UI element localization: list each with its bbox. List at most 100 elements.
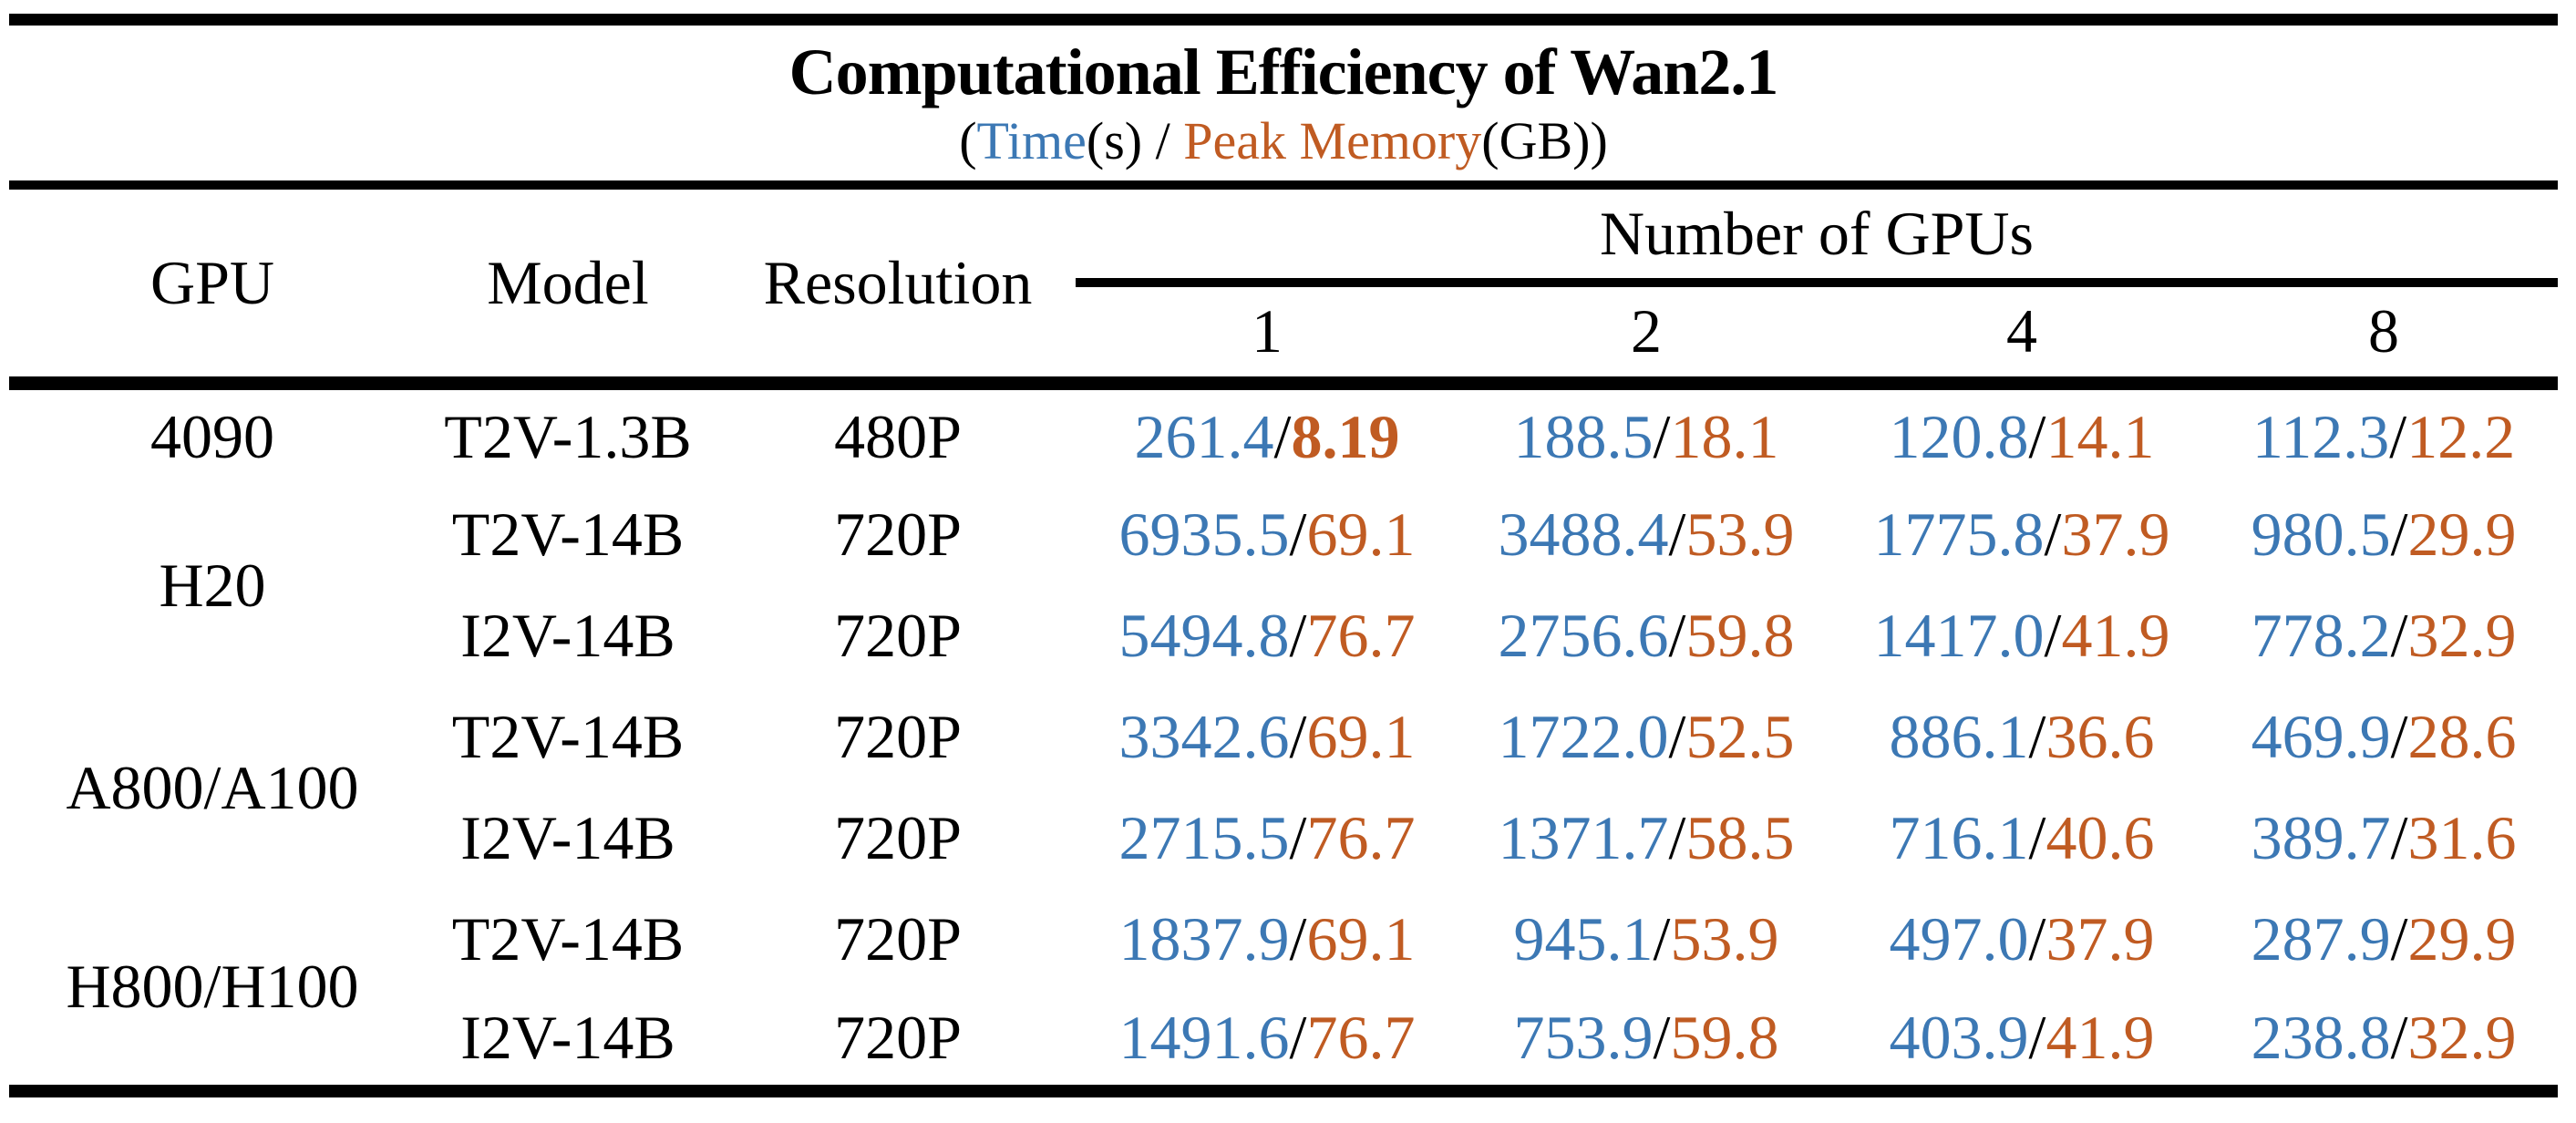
header-model: Model — [416, 190, 720, 390]
time-value: 716.1 — [1889, 803, 2029, 873]
header-number-of-gpus-group: Number of GPUs — [1076, 190, 2559, 288]
value-cell: 1837.9/69.1 — [1076, 889, 1458, 990]
time-value: 1371.7 — [1498, 803, 1669, 873]
table-row: I2V-14B 720P 1491.6/76.7 753.9/59.8 403.9/41… — [9, 990, 2558, 1091]
memory-value: 76.7 — [1306, 1002, 1416, 1072]
value-separator: / — [2390, 803, 2408, 873]
value-separator: / — [1653, 904, 1671, 974]
value-cell: 2715.5/76.7 — [1076, 788, 1458, 889]
memory-value: 41.9 — [2061, 601, 2170, 671]
memory-value: 69.1 — [1306, 500, 1416, 570]
time-value: 5494.8 — [1118, 601, 1290, 671]
memory-value: 37.9 — [2045, 904, 2155, 974]
value-cell: 238.8/32.9 — [2210, 990, 2558, 1091]
value-separator: / — [2390, 904, 2408, 974]
value-cell: 3342.6/69.1 — [1076, 686, 1458, 788]
time-value: 261.4 — [1134, 401, 1274, 471]
page-title: Computational Efficiency of Wan2.1 — [788, 36, 1779, 108]
time-value: 2756.6 — [1498, 601, 1669, 671]
value-separator: / — [2390, 702, 2408, 772]
model-cell: I2V-14B — [460, 601, 675, 671]
memory-value: 53.9 — [1685, 500, 1795, 570]
memory-value: 59.8 — [1685, 601, 1795, 671]
time-label: Time — [976, 110, 1087, 170]
memory-value: 76.7 — [1306, 601, 1416, 671]
value-cell: 753.9/59.8 — [1458, 990, 1834, 1091]
value-cell: 469.9/28.6 — [2210, 686, 2558, 788]
value-separator: / — [1289, 904, 1307, 974]
value-separator: / — [2028, 401, 2046, 471]
memory-value: 69.1 — [1306, 702, 1416, 772]
time-value: 287.9 — [2251, 904, 2391, 974]
time-value: 238.8 — [2251, 1002, 2391, 1072]
memory-value: 12.2 — [2406, 401, 2516, 471]
value-separator: / — [2390, 601, 2408, 671]
table-row: I2V-14B 720P 5494.8/76.7 2756.6/59.8 1417.0/… — [9, 585, 2558, 686]
value-separator: / — [2389, 401, 2407, 471]
model-cell: I2V-14B — [460, 803, 675, 873]
resolution-cell: 480P — [834, 401, 962, 471]
gpu-cell: H20 — [159, 550, 266, 620]
value-cell: 5494.8/76.7 — [1076, 585, 1458, 686]
mid-rule — [9, 180, 2558, 191]
value-separator: / — [1289, 1002, 1307, 1072]
gpu-cell: 4090 — [150, 401, 274, 471]
time-value: 3488.4 — [1498, 500, 1669, 570]
value-cell: 497.0/37.9 — [1834, 889, 2210, 990]
model-cell: T2V-14B — [451, 702, 685, 772]
value-separator: / — [2028, 904, 2046, 974]
value-cell: 3488.4/53.9 — [1458, 484, 1834, 585]
time-value: 778.2 — [2251, 601, 2391, 671]
memory-value: 76.7 — [1306, 803, 1416, 873]
gpu-cell: A800/A100 — [66, 752, 359, 822]
memory-value: 14.1 — [2045, 401, 2155, 471]
value-separator: / — [2028, 803, 2046, 873]
time-value: 6935.5 — [1118, 500, 1290, 570]
value-cell: 112.3/12.2 — [2210, 383, 2558, 484]
memory-value: 59.8 — [1670, 1002, 1779, 1072]
time-value: 389.7 — [2251, 803, 2391, 873]
value-separator: / — [2390, 500, 2408, 570]
resolution-cell: 720P — [834, 803, 962, 873]
memory-value: 40.6 — [2045, 803, 2155, 873]
time-value: 1722.0 — [1498, 702, 1669, 772]
value-cell: 120.8/14.1 — [1834, 383, 2210, 484]
memory-value: 31.6 — [2407, 803, 2517, 873]
time-value: 188.5 — [1513, 401, 1654, 471]
value-separator: / — [1668, 702, 1686, 772]
model-cell: I2V-14B — [460, 1002, 675, 1072]
time-value: 945.1 — [1513, 904, 1654, 974]
subtitle-separator: / — [1142, 110, 1184, 170]
resolution-cell: 720P — [834, 601, 962, 671]
subtitle-open-paren: ( — [959, 110, 977, 170]
resolution-cell: 720P — [834, 904, 962, 974]
memory-value: 32.9 — [2407, 601, 2517, 671]
memory-value: 8.19 — [1291, 401, 1400, 471]
value-separator: / — [2028, 1002, 2046, 1072]
value-separator: / — [1668, 803, 1686, 873]
memory-value: 53.9 — [1670, 904, 1779, 974]
value-separator: / — [1273, 401, 1292, 471]
table-row: H20 T2V-14B 720P 6935.5/69.1 3488.4/53.9 1775… — [9, 484, 2558, 620]
time-value: 980.5 — [2251, 500, 2391, 570]
model-cell: T2V-14B — [451, 500, 685, 570]
memory-value: 36.6 — [2045, 702, 2155, 772]
memory-value: 58.5 — [1685, 803, 1795, 873]
peak-memory-label: Peak Memory — [1183, 110, 1482, 170]
time-value: 753.9 — [1513, 1002, 1654, 1072]
value-cell: 980.5/29.9 — [2210, 484, 2558, 585]
memory-value: 29.9 — [2407, 904, 2517, 974]
resolution-cell: 720P — [834, 500, 962, 570]
value-separator: / — [2390, 1002, 2408, 1072]
time-unit-label: (s) — [1086, 110, 1143, 170]
time-value: 112.3 — [2251, 401, 2390, 471]
value-cell: 716.1/40.6 — [1834, 788, 2210, 889]
subtitle-close-paren: ) — [1590, 110, 1608, 170]
page-subtitle: (Time(s) / Peak Memory(GB)) — [9, 110, 2558, 170]
time-value: 1491.6 — [1118, 1002, 1290, 1072]
value-separator: / — [1289, 500, 1307, 570]
value-separator: / — [1653, 401, 1671, 471]
top-rule — [9, 14, 2558, 26]
value-cell: 6935.5/69.1 — [1076, 484, 1458, 585]
value-cell: 1371.7/58.5 — [1458, 788, 1834, 889]
